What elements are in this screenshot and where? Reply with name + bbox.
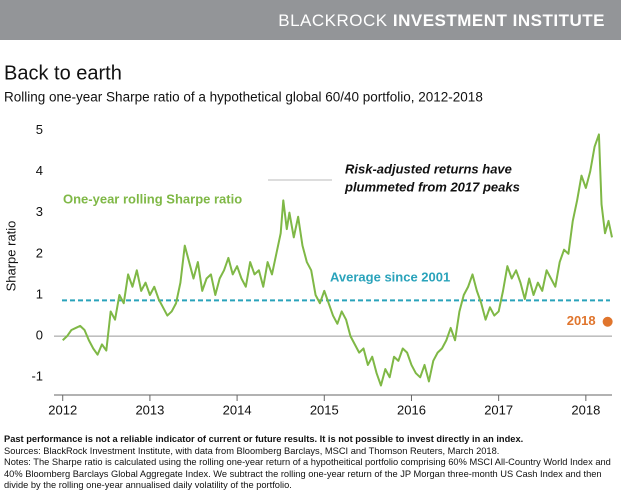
average-label: Average since 2001 (330, 269, 450, 284)
y-axis-label: Sharpe ratio (3, 221, 18, 292)
header-banner: BLACKROCK INVESTMENT INSTITUTE (0, 0, 621, 40)
marker-label: 2018 (567, 313, 596, 328)
y-tick-label: 1 (36, 286, 43, 301)
y-tick-label: 5 (36, 122, 43, 137)
y-tick-label: -1 (31, 369, 43, 384)
y-tick-label: 2 (36, 245, 43, 260)
x-tick-label: 2015 (310, 402, 339, 417)
y-tick-label: 3 (36, 204, 43, 219)
x-tick-label: 2014 (223, 402, 252, 417)
annotation: plummeted from 2017 peaks (344, 179, 520, 194)
series-label: One-year rolling Sharpe ratio (63, 191, 242, 206)
marker-dot (602, 316, 613, 327)
series-line (62, 133, 613, 387)
chart: Back to earth Rolling one-year Sharpe ra… (3, 62, 613, 417)
sources: Sources: BlackRock Investment Institute,… (4, 445, 500, 456)
brand-unit: INVESTMENT INSTITUTE (392, 11, 605, 30)
notes: Notes: The Sharpe ratio is calculated us… (4, 457, 611, 490)
chart-subtitle: Rolling one-year Sharpe ratio of a hypot… (4, 90, 483, 105)
x-tick-label: 2016 (397, 402, 426, 417)
brand: BLACKROCK (278, 11, 388, 30)
disclaimer: Past performance is not a reliable indic… (4, 434, 524, 444)
x-tick-label: 2018 (571, 402, 600, 417)
x-tick-label: 2012 (48, 402, 77, 417)
chart-title: Back to earth (4, 62, 122, 84)
y-tick-label: 4 (36, 163, 43, 178)
x-tick-label: 2017 (484, 402, 513, 417)
y-tick-label: 0 (36, 328, 43, 343)
footer: Past performance is not a reliable indic… (4, 434, 618, 492)
annotation: Risk-adjusted returns have (345, 161, 512, 176)
x-tick-label: 2013 (135, 402, 164, 417)
